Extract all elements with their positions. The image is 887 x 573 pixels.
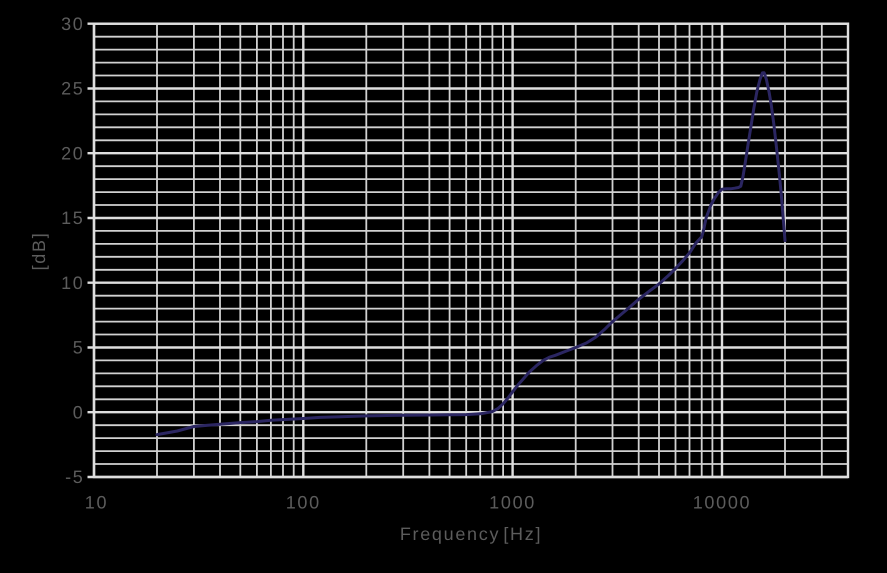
svg-text:-5: -5 bbox=[65, 467, 84, 487]
svg-text:100: 100 bbox=[286, 493, 321, 513]
svg-text:10: 10 bbox=[61, 273, 84, 293]
svg-text:1000: 1000 bbox=[489, 493, 536, 513]
svg-text:30: 30 bbox=[61, 14, 84, 34]
svg-text:10: 10 bbox=[85, 493, 108, 513]
svg-text:Frequency [Hz]: Frequency [Hz] bbox=[400, 524, 542, 544]
svg-text:5: 5 bbox=[73, 338, 85, 358]
svg-text:0: 0 bbox=[73, 402, 85, 422]
svg-text:[dB]: [dB] bbox=[29, 232, 49, 271]
svg-text:25: 25 bbox=[61, 79, 84, 99]
svg-text:10000: 10000 bbox=[693, 493, 752, 513]
svg-text:20: 20 bbox=[61, 143, 84, 163]
svg-text:15: 15 bbox=[61, 208, 84, 228]
